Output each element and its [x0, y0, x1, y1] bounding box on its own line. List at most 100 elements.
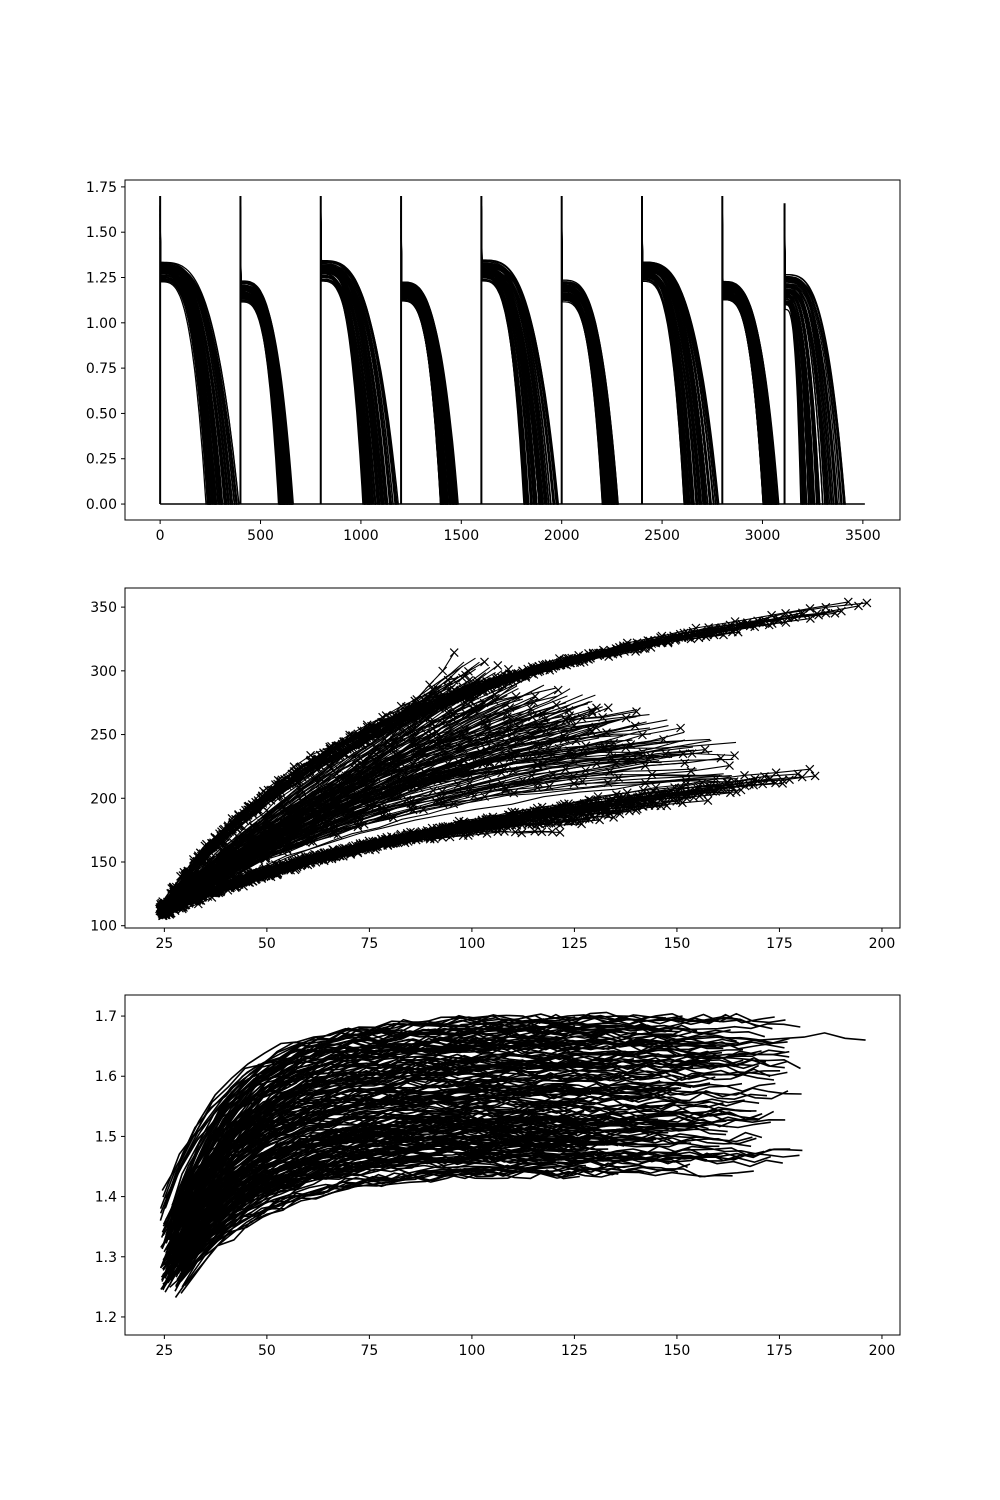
x-marker	[342, 744, 352, 754]
x-tick-label: 125	[561, 1343, 588, 1359]
x-marker	[460, 820, 470, 830]
decay-curve	[159, 226, 218, 505]
series-line	[182, 1055, 627, 1238]
x-marker	[449, 648, 459, 658]
x-tick-label: 175	[766, 1343, 793, 1359]
series-line	[182, 1034, 709, 1210]
decay-curve	[641, 216, 698, 505]
plot-frame	[124, 994, 901, 1336]
x-marker	[387, 838, 396, 848]
x-marker	[593, 792, 603, 801]
series-line	[161, 741, 737, 912]
series-line	[166, 1104, 561, 1268]
series-line	[162, 1035, 770, 1247]
x-marker	[555, 827, 565, 837]
x-tick-label: 50	[258, 1343, 276, 1359]
series-line	[175, 1156, 783, 1288]
x-tick-label: 500	[247, 528, 274, 544]
series-line	[164, 746, 693, 913]
x-marker	[544, 781, 554, 791]
x-marker	[537, 802, 547, 812]
x-marker	[505, 703, 515, 713]
x-marker	[686, 766, 696, 776]
series-line	[181, 1050, 790, 1218]
decay-curve	[320, 226, 398, 505]
decay-curve	[320, 214, 393, 505]
decay-curve	[480, 229, 547, 505]
decay-curve	[783, 224, 840, 505]
x-marker	[602, 728, 611, 738]
series-line	[160, 725, 669, 910]
x-marker	[257, 818, 267, 828]
x-tick-label: 125	[561, 936, 588, 952]
decay-curve	[400, 240, 458, 505]
y-tick-label: 1.75	[86, 180, 117, 196]
x-marker	[248, 821, 258, 831]
x-marker	[259, 802, 268, 812]
series-line	[171, 1087, 682, 1254]
y-tick-label: 1.4	[95, 1190, 117, 1206]
x-marker	[319, 856, 329, 866]
decay-curve	[783, 231, 802, 505]
series-line	[165, 1112, 659, 1253]
x-marker	[821, 602, 831, 612]
y-tick-label: 1.00	[86, 316, 117, 332]
y-tick-label: 250	[90, 728, 117, 744]
decay-curve	[159, 224, 216, 505]
x-marker	[640, 761, 650, 771]
series-line	[161, 685, 488, 908]
x-marker	[370, 743, 380, 753]
decay-curve	[641, 214, 706, 505]
x-tick-label: 0	[156, 528, 165, 544]
x-marker	[339, 847, 349, 856]
x-marker	[798, 610, 808, 620]
x-marker	[418, 710, 428, 720]
x-marker	[485, 757, 495, 767]
x-marker	[377, 811, 387, 821]
x-marker	[503, 664, 513, 674]
x-marker	[308, 837, 318, 847]
x-marker	[408, 782, 418, 792]
decay-curve	[400, 205, 452, 505]
series-line	[167, 705, 558, 912]
x-marker	[206, 848, 215, 857]
x-marker	[175, 882, 185, 892]
x-marker	[234, 879, 244, 889]
decay-curve	[641, 226, 691, 505]
x-marker	[704, 623, 714, 633]
x-marker	[742, 618, 752, 628]
decay-curve	[641, 220, 712, 505]
x-tick-label: 75	[360, 1343, 378, 1359]
series-line	[182, 1142, 578, 1278]
x-marker	[697, 778, 707, 788]
x-marker	[669, 631, 679, 641]
x-marker	[437, 827, 447, 837]
x-marker	[748, 777, 758, 787]
x-marker	[276, 787, 286, 797]
x-marker	[435, 823, 445, 833]
x-marker	[407, 727, 417, 737]
decay-curve	[561, 230, 619, 505]
x-marker	[681, 776, 691, 786]
x-tick-label: 100	[459, 936, 486, 952]
x-marker	[509, 788, 519, 798]
series-line	[173, 1147, 765, 1276]
x-tick-label: 200	[869, 1343, 896, 1359]
series-line	[176, 1096, 588, 1246]
decay-curve	[561, 231, 618, 505]
series-line	[174, 1141, 619, 1275]
x-marker	[419, 805, 428, 814]
decay-curve	[721, 220, 777, 505]
x-marker	[546, 818, 556, 828]
decay-curve	[320, 237, 391, 505]
chart-panel-3: 25 50 75 100 125 150 175 200 1.2 1.3 1.4 1.5 1.6 1.7	[95, 994, 901, 1359]
x-tick-label: 1000	[343, 528, 379, 544]
y-tick-label: 200	[90, 791, 117, 807]
decay-curve	[159, 227, 240, 505]
x-marker	[333, 830, 343, 840]
x-marker	[425, 680, 435, 690]
series-line	[180, 1025, 576, 1226]
x-marker	[651, 783, 661, 792]
y-tick-label: 0.50	[86, 406, 117, 422]
x-tick-label: 25	[155, 936, 173, 952]
